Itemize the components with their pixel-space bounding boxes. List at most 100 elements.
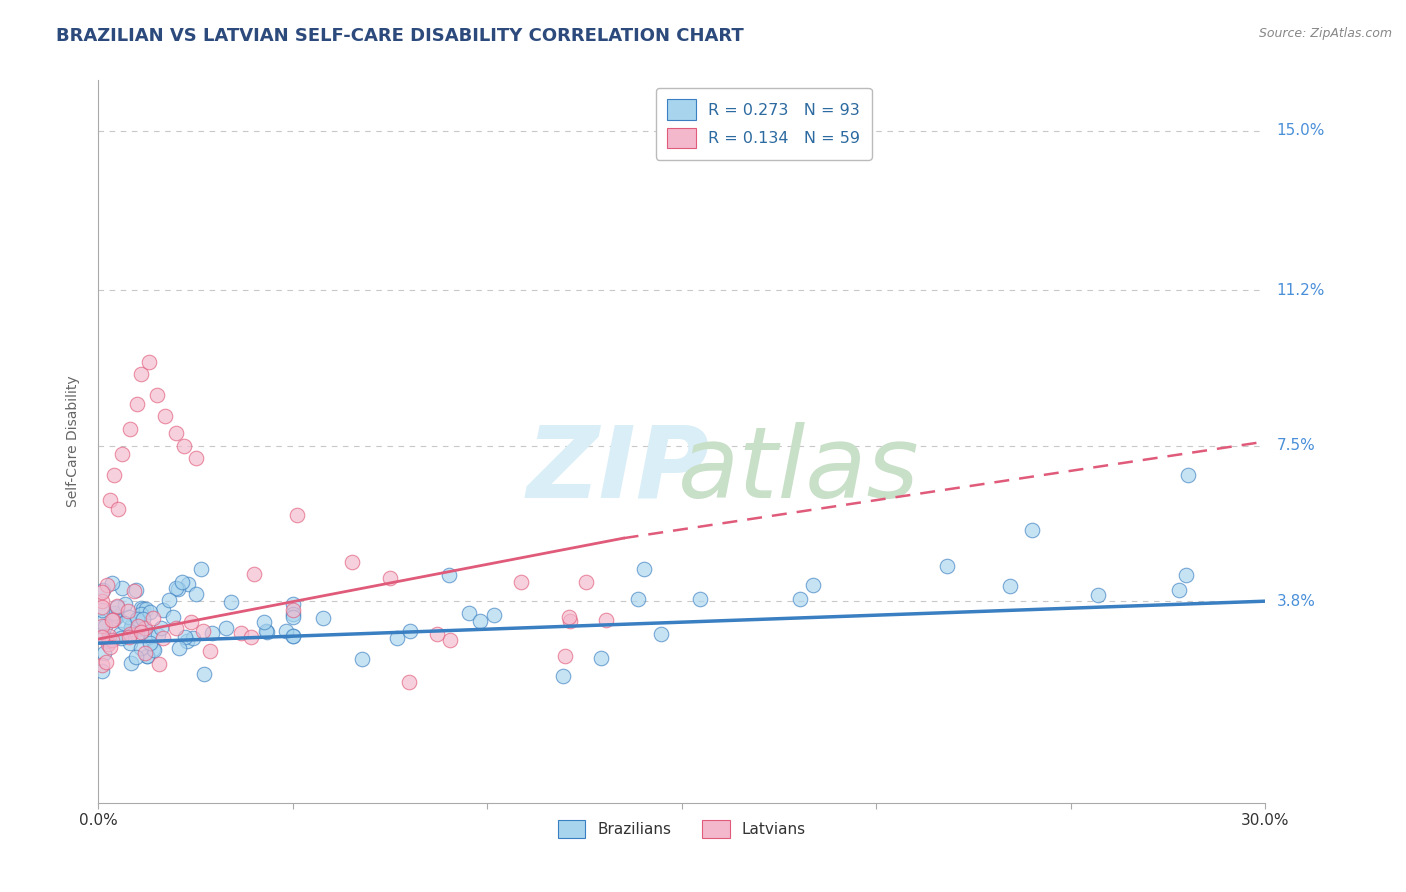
Point: [128, 622, 150, 636]
Point: [114, 598, 136, 612]
Point: [591, 651, 613, 665]
Point: [170, 575, 193, 590]
Point: [91, 594, 114, 608]
Point: [91, 615, 114, 629]
Point: [398, 675, 420, 690]
Text: BRAZILIAN VS LATVIAN SELF-CARE DISABILITY CORRELATION CHART: BRAZILIAN VS LATVIAN SELF-CARE DISABILIT…: [56, 27, 744, 45]
Point: [91, 619, 114, 633]
Point: [91, 630, 114, 644]
Point: [352, 651, 374, 665]
Point: [378, 571, 401, 585]
Y-axis label: Self-Care Disability: Self-Care Disability: [66, 376, 80, 508]
Point: [385, 631, 408, 645]
Point: [311, 611, 333, 625]
Point: [111, 582, 134, 596]
Point: [482, 607, 505, 622]
Point: [101, 613, 124, 627]
Point: [141, 611, 163, 625]
Point: [131, 607, 153, 621]
Point: [558, 610, 581, 624]
Point: [510, 574, 533, 589]
Point: [181, 631, 204, 645]
Text: atlas: atlas: [678, 422, 920, 519]
Point: [105, 599, 128, 614]
Point: [285, 508, 308, 522]
Point: [148, 657, 170, 672]
Point: [143, 642, 166, 657]
Point: [281, 629, 304, 643]
Point: [998, 579, 1021, 593]
Point: [118, 422, 141, 436]
Point: [281, 603, 304, 617]
Point: [125, 626, 148, 640]
Point: [146, 628, 169, 642]
Point: [437, 567, 460, 582]
Point: [281, 610, 304, 624]
Point: [94, 656, 117, 670]
Point: [167, 640, 190, 655]
Point: [120, 620, 142, 634]
Point: [633, 561, 655, 575]
Point: [105, 599, 128, 613]
Point: [127, 397, 149, 411]
Point: [152, 632, 174, 646]
Text: 7.5%: 7.5%: [1277, 438, 1315, 453]
Point: [117, 603, 139, 617]
Point: [132, 621, 155, 635]
Point: [193, 624, 215, 639]
Point: [274, 624, 297, 639]
Point: [103, 468, 125, 483]
Point: [105, 608, 128, 623]
Point: [131, 602, 153, 616]
Point: [190, 562, 212, 576]
Point: [94, 619, 117, 633]
Point: [91, 583, 114, 598]
Point: [243, 567, 266, 582]
Point: [129, 368, 152, 382]
Point: [129, 625, 152, 640]
Point: [111, 447, 134, 461]
Point: [153, 409, 176, 424]
Point: [139, 605, 162, 619]
Point: [127, 612, 149, 626]
Point: [340, 556, 363, 570]
Point: [122, 583, 145, 598]
Point: [439, 633, 461, 648]
Point: [100, 640, 122, 654]
Point: [1167, 583, 1189, 598]
Point: [426, 626, 449, 640]
Point: [650, 627, 672, 641]
Point: [254, 624, 277, 639]
Point: [125, 583, 148, 598]
Text: Source: ZipAtlas.com: Source: ZipAtlas.com: [1258, 27, 1392, 40]
Point: [689, 592, 711, 607]
Point: [174, 630, 197, 644]
Point: [132, 612, 155, 626]
Point: [120, 636, 142, 650]
Point: [112, 616, 135, 631]
Point: [281, 607, 304, 621]
Point: [134, 621, 156, 635]
Point: [91, 599, 114, 614]
Point: [118, 631, 141, 645]
Point: [134, 647, 156, 661]
Point: [157, 592, 180, 607]
Point: [177, 576, 200, 591]
Text: 3.8%: 3.8%: [1277, 594, 1316, 608]
Point: [129, 600, 152, 615]
Point: [1175, 567, 1198, 582]
Text: 15.0%: 15.0%: [1277, 123, 1324, 138]
Point: [110, 632, 132, 646]
Point: [399, 624, 422, 638]
Point: [165, 426, 187, 441]
Point: [152, 603, 174, 617]
Point: [103, 606, 125, 620]
Point: [91, 584, 114, 599]
Point: [97, 634, 120, 648]
Point: [146, 388, 169, 402]
Point: [127, 618, 149, 632]
Point: [120, 656, 142, 670]
Point: [1177, 468, 1199, 483]
Point: [125, 650, 148, 665]
Point: [98, 493, 121, 508]
